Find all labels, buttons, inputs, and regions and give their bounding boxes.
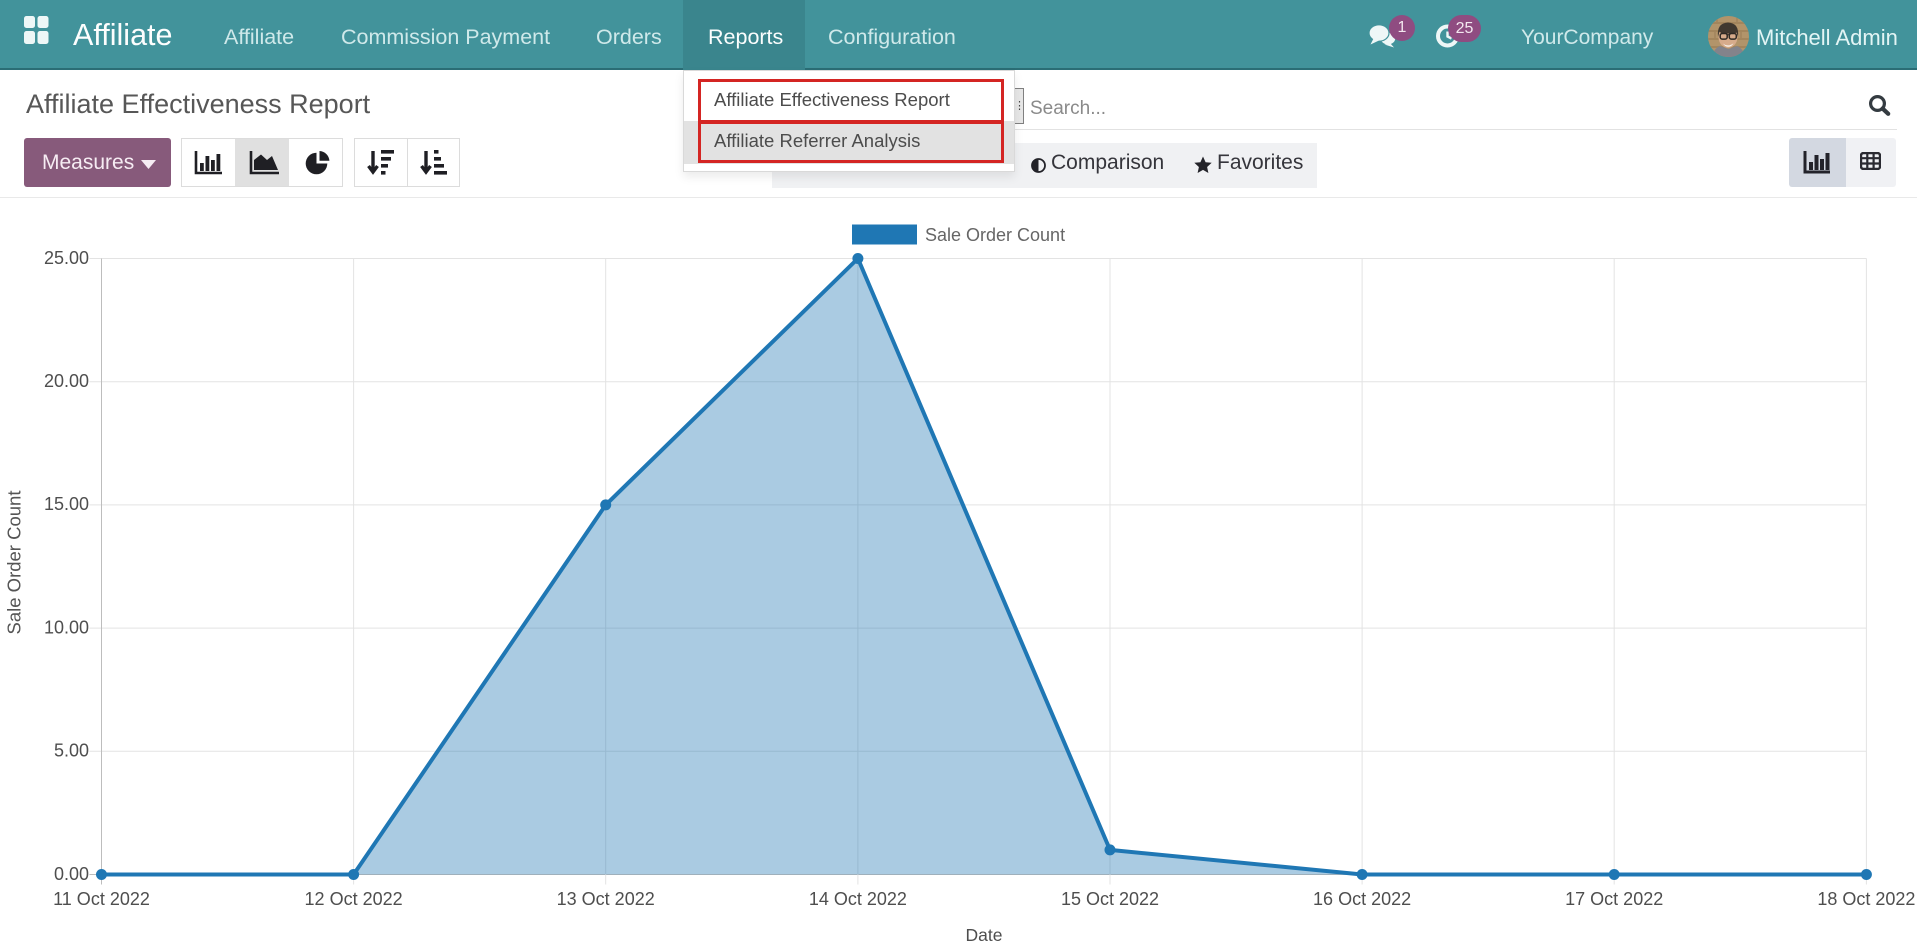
svg-text:10.00: 10.00 [44,618,89,638]
svg-text:13 Oct 2022: 13 Oct 2022 [557,889,655,909]
svg-text:11 Oct 2022: 11 Oct 2022 [53,889,150,909]
svg-text:20.00: 20.00 [44,371,89,391]
svg-text:17 Oct 2022: 17 Oct 2022 [1565,889,1663,909]
svg-text:5.00: 5.00 [54,741,89,761]
svg-text:14 Oct 2022: 14 Oct 2022 [809,889,907,909]
svg-text:15.00: 15.00 [44,494,89,514]
svg-text:Sale Order Count: Sale Order Count [925,225,1065,245]
svg-text:Date: Date [966,925,1003,945]
svg-text:25.00: 25.00 [44,248,89,268]
svg-text:15 Oct 2022: 15 Oct 2022 [1061,889,1159,909]
svg-text:16 Oct 2022: 16 Oct 2022 [1313,889,1411,909]
svg-text:0.00: 0.00 [54,864,89,884]
svg-text:12 Oct 2022: 12 Oct 2022 [305,889,403,909]
svg-text:Sale Order Count: Sale Order Count [4,491,25,635]
svg-text:18 Oct 2022: 18 Oct 2022 [1817,889,1915,909]
